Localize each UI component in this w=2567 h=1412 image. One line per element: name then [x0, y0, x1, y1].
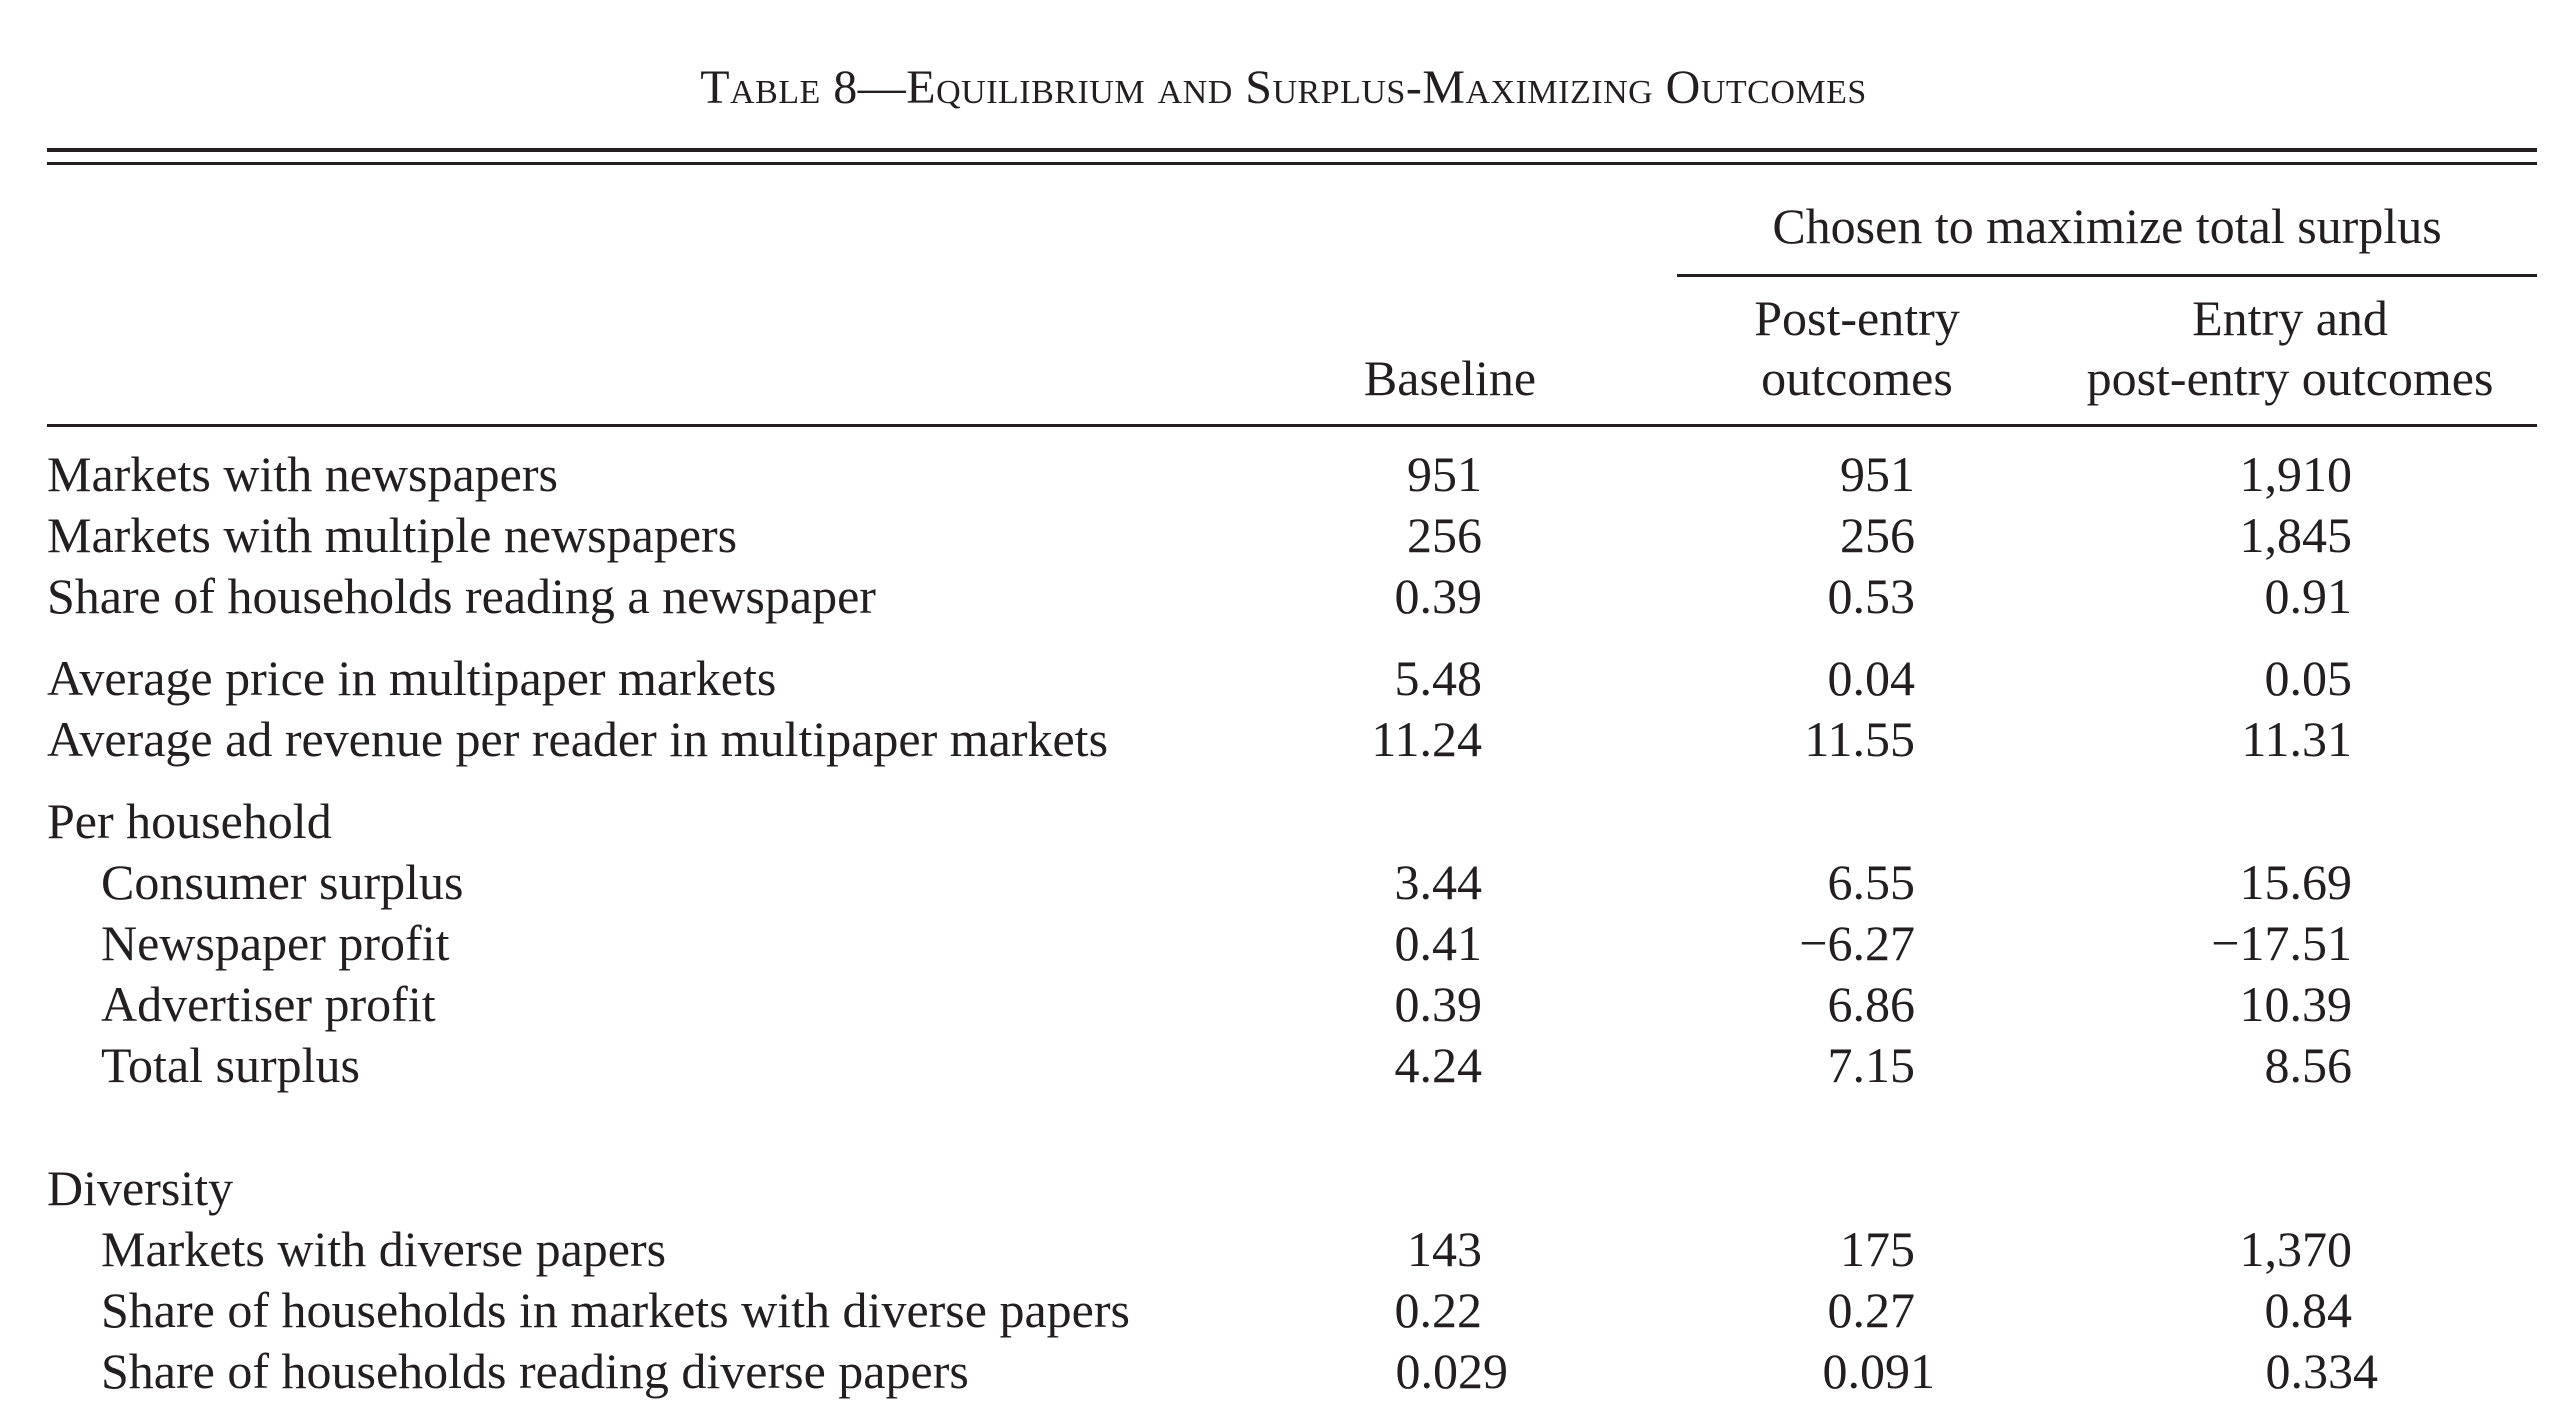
- cell-baseline: 5.48: [1394, 650, 1483, 706]
- row-label: Markets with newspapers: [47, 446, 558, 502]
- cell-post-entry: 256: [1840, 507, 1915, 563]
- row-label: Consumer surplus: [101, 854, 464, 910]
- table-row: Newspaper profit 0.41 −6.27 −17.51: [0, 913, 2567, 973]
- section-label: Per household: [47, 793, 332, 849]
- top-rule-second: [47, 162, 2537, 165]
- row-label: Share of households reading diverse pape…: [101, 1343, 969, 1399]
- table-row: Total surplus 4.24 7.15 8.56: [0, 1035, 2567, 1095]
- cell-post-entry: 0.04: [1827, 650, 1916, 706]
- top-rule: [47, 148, 2537, 152]
- cell-entry: 0.91: [2264, 568, 2353, 624]
- section-label: Diversity: [47, 1160, 234, 1216]
- cell-baseline: 0.39: [1394, 976, 1483, 1032]
- cell-entry: −17.51: [2211, 915, 2352, 971]
- table-title: Table 8—Equilibrium and Surplus-Maximizi…: [700, 61, 1867, 114]
- cell-post-entry: 0.53: [1827, 568, 1916, 624]
- cell-entry: 8.56: [2264, 1037, 2353, 1093]
- row-label: Total surplus: [101, 1037, 360, 1093]
- column-header-post-entry-line2: outcomes: [1761, 350, 1953, 406]
- table-row: Markets with multiple newspapers 256 256…: [0, 505, 2567, 565]
- cell-entry: 1,845: [2239, 507, 2353, 563]
- column-group-header: Chosen to maximize total surplus: [1772, 198, 2442, 254]
- cell-entry: 1,370: [2239, 1221, 2353, 1277]
- cell-post-entry: −6.27: [1799, 915, 1915, 971]
- cell-entry: 11.31: [2241, 711, 2352, 767]
- header-bottom-rule: [47, 424, 2537, 427]
- column-header-baseline: Baseline: [1363, 350, 1537, 406]
- cell-baseline: 143: [1407, 1221, 1482, 1277]
- section-row: Per household: [0, 791, 2567, 851]
- cell-entry: 0.334: [2265, 1343, 2379, 1399]
- table-row: Share of households in markets with dive…: [0, 1280, 2567, 1340]
- cell-post-entry: 6.55: [1827, 854, 1916, 910]
- column-group-rule: [1677, 274, 2537, 277]
- cell-baseline: 0.22: [1394, 1282, 1483, 1338]
- table-row: Share of households reading diverse pape…: [0, 1341, 2567, 1401]
- cell-baseline: 3.44: [1394, 854, 1483, 910]
- column-header-post-entry-line1: Post-entry: [1754, 290, 1960, 346]
- row-label: Advertiser profit: [101, 976, 436, 1032]
- cell-entry: 10.39: [2239, 976, 2353, 1032]
- cell-baseline: 0.41: [1394, 915, 1483, 971]
- cell-entry: 0.84: [2264, 1282, 2353, 1338]
- cell-baseline: 11.24: [1371, 711, 1482, 767]
- column-header-post-entry: Post-entry outcomes: [1677, 288, 2037, 408]
- table-row: Markets with newspapers 951 951 1,910: [0, 444, 2567, 504]
- cell-post-entry: 6.86: [1827, 976, 1916, 1032]
- cell-post-entry: 0.091: [1822, 1343, 1936, 1399]
- cell-post-entry: 0.27: [1827, 1282, 1916, 1338]
- table-row: Share of households reading a newspaper …: [0, 566, 2567, 626]
- table-row: Average price in multipaper markets 5.48…: [0, 648, 2567, 708]
- row-label: Markets with multiple newspapers: [47, 507, 738, 563]
- table-row: Average ad revenue per reader in multipa…: [0, 709, 2567, 769]
- cell-post-entry: 175: [1840, 1221, 1915, 1277]
- cell-entry: 0.05: [2264, 650, 2353, 706]
- cell-baseline: 0.029: [1395, 1343, 1509, 1399]
- cell-entry: 15.69: [2239, 854, 2353, 910]
- section-row: Diversity: [0, 1158, 2567, 1218]
- column-header-entry-line1: Entry and: [2192, 290, 2388, 346]
- row-label: Newspaper profit: [101, 915, 450, 971]
- row-label: Average price in multipaper markets: [47, 650, 777, 706]
- row-label: Average ad revenue per reader in multipa…: [47, 711, 1109, 767]
- row-label: Share of households in markets with dive…: [101, 1282, 1130, 1338]
- cell-post-entry: 7.15: [1827, 1037, 1916, 1093]
- cell-baseline: 256: [1407, 507, 1482, 563]
- row-label: Share of households reading a newspaper: [47, 568, 876, 624]
- cell-baseline: 4.24: [1394, 1037, 1483, 1093]
- table-row: Advertiser profit 0.39 6.86 10.39: [0, 974, 2567, 1034]
- table-row: Markets with diverse papers 143 175 1,37…: [0, 1219, 2567, 1279]
- cell-post-entry: 11.55: [1804, 711, 1915, 767]
- column-header-entry-line2: post-entry outcomes: [2086, 350, 2494, 406]
- table-row: Consumer surplus 3.44 6.55 15.69: [0, 852, 2567, 912]
- cell-baseline: 951: [1407, 446, 1482, 502]
- cell-post-entry: 951: [1840, 446, 1915, 502]
- column-header-entry-and-post-entry: Entry and post-entry outcomes: [2040, 288, 2540, 408]
- cell-entry: 1,910: [2239, 446, 2353, 502]
- row-label: Markets with diverse papers: [101, 1221, 667, 1277]
- cell-baseline: 0.39: [1394, 568, 1483, 624]
